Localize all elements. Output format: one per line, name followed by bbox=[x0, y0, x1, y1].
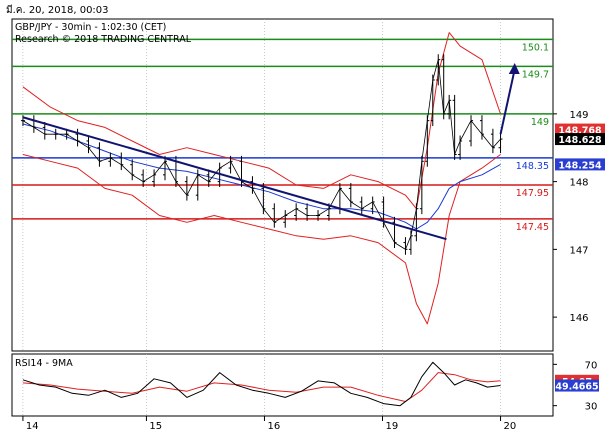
x-tick-label-19: 19 bbox=[386, 421, 399, 432]
forecast-arrow-head bbox=[508, 63, 520, 75]
rsi-label: RSI14 - 9MA bbox=[15, 358, 73, 369]
level-label-150.1: 150.1 bbox=[522, 42, 549, 53]
rsi-ma-line bbox=[22, 372, 501, 402]
rsi-y-tick-label-70: 70 bbox=[585, 360, 598, 371]
price-tag-148.768: 148.768 bbox=[558, 126, 602, 137]
x-tick-label-16: 16 bbox=[267, 421, 280, 432]
rsi-y-tick-label-30: 30 bbox=[585, 402, 598, 413]
instrument-label: GBP/JPY - 30min - 1:02:30 (CET) bbox=[15, 22, 166, 33]
rsi-line bbox=[22, 361, 501, 407]
level-label-148.35: 148.35 bbox=[516, 161, 549, 172]
y-tick-label-149: 149 bbox=[569, 110, 588, 121]
forecast-arrow-shaft bbox=[499, 68, 516, 135]
x-tick-label-15: 15 bbox=[149, 421, 162, 432]
price-tag-148.254: 148.254 bbox=[558, 160, 602, 171]
price-tag-bg bbox=[555, 158, 605, 171]
price-tag-148.628: 148.628 bbox=[558, 135, 602, 146]
level-label-149: 149 bbox=[531, 117, 549, 128]
bollinger-lower-line bbox=[22, 154, 501, 325]
y-tick-label-147: 147 bbox=[569, 245, 588, 256]
level-label-147.45: 147.45 bbox=[516, 222, 549, 233]
rsi-tag-bg bbox=[555, 379, 599, 392]
trendline bbox=[22, 116, 447, 241]
rsi-tag-49.4665: 49.4665 bbox=[555, 382, 598, 393]
research-label: Research © 2018 TRADING CENTRAL bbox=[15, 34, 192, 45]
bollinger-upper-line bbox=[22, 32, 501, 210]
y-tick-label-148: 148 bbox=[569, 178, 588, 189]
price-tag-bg bbox=[555, 133, 605, 146]
y-tick-label-146: 146 bbox=[569, 313, 588, 324]
level-label-147.95: 147.95 bbox=[516, 188, 549, 199]
x-tick-label-20: 20 bbox=[504, 421, 517, 432]
moving-average-line bbox=[22, 123, 501, 230]
header-datetime: มี.ค. 20, 2018, 00:03 bbox=[6, 5, 109, 16]
price-tag-bg bbox=[555, 123, 605, 136]
x-tick-label-14: 14 bbox=[26, 421, 39, 432]
price-line bbox=[22, 59, 501, 250]
price-panel: 146 147 148 149 150.1 149.7 149 148.35 147.95 147… bbox=[11, 18, 605, 352]
level-label-149.7: 149.7 bbox=[522, 69, 549, 80]
rsi-panel-frame bbox=[11, 353, 554, 417]
